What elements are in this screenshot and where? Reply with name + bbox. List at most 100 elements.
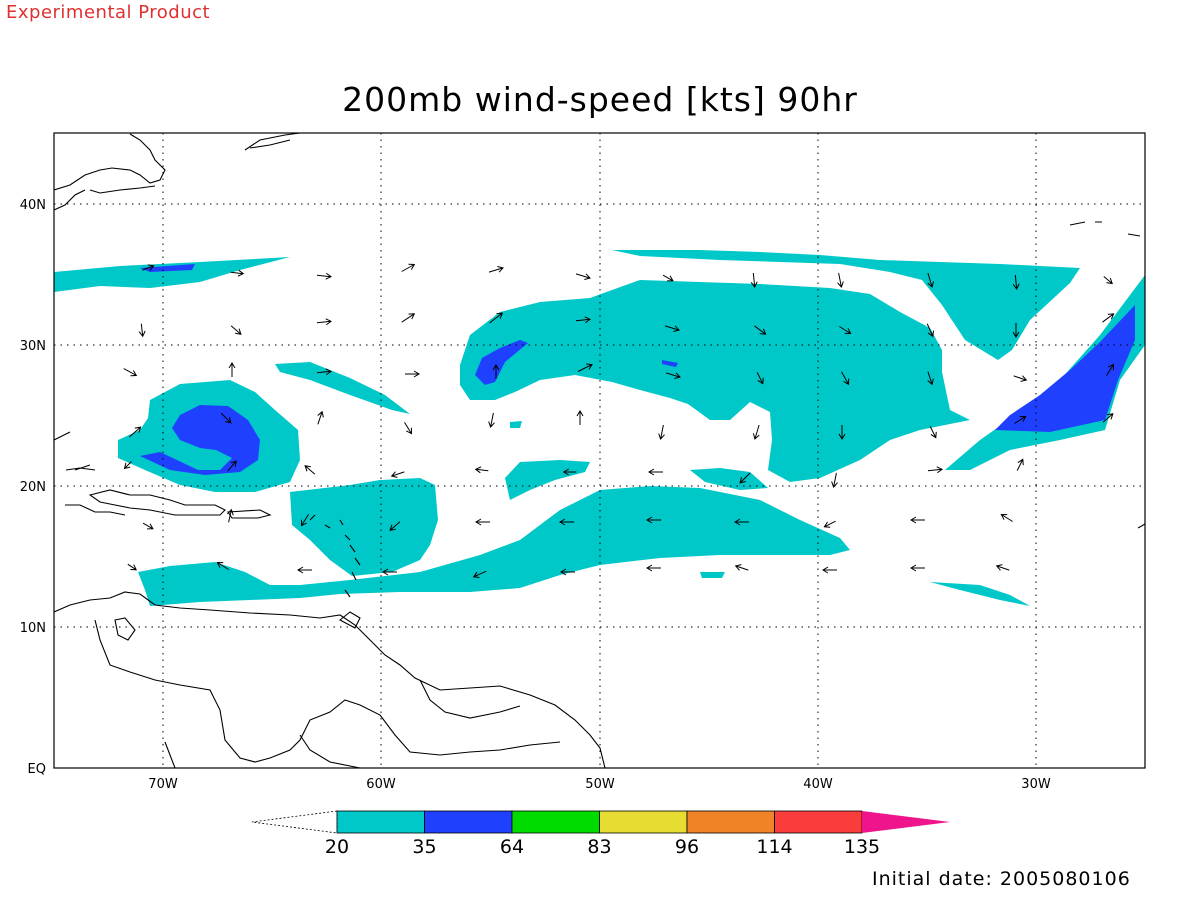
wind-arrow: [831, 472, 838, 488]
lat-label-eq: EQ: [28, 762, 46, 777]
wind-arrow: [129, 426, 142, 438]
wind-arrow: [927, 371, 934, 386]
lat-label-20n: 20N: [20, 480, 46, 495]
wind-arrow: [123, 461, 132, 470]
wind-arrow: [1013, 375, 1028, 382]
wind-arrow: [646, 516, 661, 524]
wind-arrow: [317, 410, 324, 425]
colorbar-label-96: 96: [675, 836, 699, 858]
shade-20-35-small-1: [505, 460, 590, 500]
wind-arrow: [401, 263, 416, 272]
wind-arrow: [646, 564, 661, 572]
lon-label-60w: 60W: [366, 777, 396, 792]
coast-hispaniola: [88, 489, 226, 516]
shade-20-35-filament: [275, 362, 410, 414]
colorbar-label-35: 35: [412, 836, 436, 858]
wind-arrow: [389, 521, 401, 531]
wind-arrow: [838, 425, 846, 440]
coast-puerto-rico: [227, 509, 272, 519]
colorbar-upper-tip: [862, 811, 950, 833]
wind-arrow: [926, 323, 935, 338]
wind-arrow: [472, 570, 487, 579]
wind-arrow: [562, 468, 577, 476]
wind-arrow: [1103, 276, 1113, 285]
wind-arrow: [316, 272, 332, 280]
wind-arrow: [304, 465, 316, 475]
wind-arrow: [648, 468, 663, 476]
wind-arrow: [1000, 513, 1013, 522]
colorbar-label-64: 64: [500, 836, 524, 858]
shade-35-64-center: [475, 340, 528, 385]
wind-arrow: [664, 325, 680, 333]
wind-arrow: [739, 472, 751, 484]
wind-arrow: [489, 312, 504, 324]
lon-label-50w: 50W: [585, 777, 615, 792]
coast-florida: [54, 431, 91, 471]
shade-20-35-northbelt: [612, 250, 1080, 360]
wind-arrow: [927, 466, 943, 474]
wind-arrow: [227, 460, 237, 472]
wind-arrow: [230, 325, 242, 335]
wind-arrow: [297, 566, 312, 574]
wind-arrow: [1014, 415, 1027, 424]
wind-arrow: [475, 518, 490, 526]
shade-20-35-small-4: [700, 572, 725, 578]
colorbar-swatch-2: [511, 810, 600, 834]
coast-trinidad: [339, 611, 361, 629]
shade-20-35-center: [460, 280, 970, 482]
wind-arrow: [559, 518, 574, 526]
shade-35-64-speck: [662, 360, 678, 367]
wind-arrow: [910, 564, 925, 572]
colorbar-swatch-3: [599, 810, 688, 834]
lon-label-70w: 70W: [148, 777, 178, 792]
wind-arrow: [488, 265, 504, 273]
wind-arrow: [142, 522, 154, 530]
wind-arrow: [474, 466, 489, 474]
wind-arrow: [405, 370, 420, 378]
colorbar-lower-tip: [251, 810, 338, 834]
coast-islands-east: [1069, 221, 1145, 529]
wind-arrow: [910, 516, 925, 524]
wind-arrow: [1106, 363, 1115, 376]
shade-20-35-small-5: [510, 421, 522, 428]
wind-arrow: [734, 564, 749, 571]
wind-arrow: [1102, 313, 1115, 323]
wind-arrow: [665, 372, 681, 380]
wind-arrow: [927, 272, 935, 288]
wind-arrow: [577, 363, 593, 372]
wind-arrow: [138, 323, 146, 338]
map-frame: [53, 132, 1146, 769]
colorbar-swatch-4: [686, 810, 775, 834]
colorbar-label-114: 114: [756, 836, 792, 858]
lat-label-30n: 30N: [20, 339, 46, 354]
colorbar-label-20: 20: [325, 836, 349, 858]
wind-arrow: [404, 422, 413, 435]
wind-arrow: [929, 426, 937, 439]
wind-arrow: [227, 508, 234, 523]
coast-south-america: [54, 591, 606, 768]
coast-north-america: [54, 133, 166, 211]
wind-arrow: [127, 563, 138, 571]
wind-arrow: [401, 313, 416, 323]
wind-arrow: [658, 424, 665, 440]
shade-20-35-small-3: [930, 582, 1030, 606]
wind-arrow: [752, 424, 760, 440]
wind-arrow: [560, 568, 575, 576]
wind-arrow: [734, 518, 749, 526]
wind-arrow: [228, 362, 236, 377]
wind-vectors: [123, 263, 1115, 579]
coast-lesser-antilles: [309, 514, 361, 598]
wind-arrow: [1102, 413, 1114, 423]
shade-20-35-small-2: [690, 468, 768, 490]
wind-arrow: [390, 471, 405, 478]
wind-arrow: [841, 371, 850, 386]
lat-label-10n: 10N: [20, 621, 46, 636]
wind-arrow: [575, 316, 591, 324]
coastlines: [54, 133, 1145, 768]
wind-arrow: [316, 318, 332, 326]
wind-arrow: [1016, 458, 1024, 471]
wind-shading: [54, 250, 1145, 606]
wind-arrow: [216, 561, 229, 570]
colorbar-swatch-1: [424, 810, 513, 834]
